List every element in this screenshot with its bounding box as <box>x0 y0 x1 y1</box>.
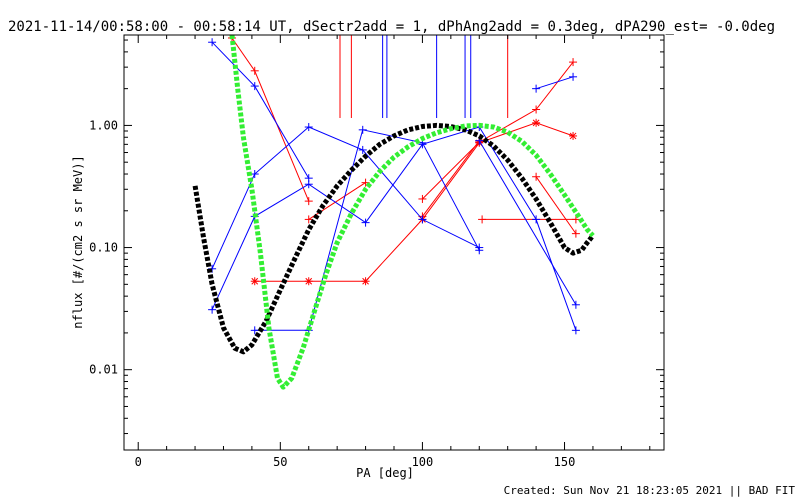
series-line <box>211 41 310 179</box>
y-axis-label: nflux [#/(cm2 s sr MeV)] <box>71 155 85 328</box>
series-line <box>254 129 480 331</box>
x-tick-label: 50 <box>273 455 287 469</box>
data-point-plus <box>569 72 578 81</box>
data-point-plus <box>250 82 259 91</box>
series-line <box>211 126 577 331</box>
data-point-plus <box>208 38 217 47</box>
x-tick-label: 0 <box>135 455 142 469</box>
data-point-plus <box>208 305 217 314</box>
series-line <box>422 61 574 200</box>
x-tick-label: 150 <box>554 455 576 469</box>
data-point-plus <box>358 145 367 154</box>
chart-title: 2021-11-14/00:58:00 - 00:58:14 UT, dSect… <box>8 19 775 35</box>
y-tick-label: 1.00 <box>89 118 118 132</box>
fit-curves <box>192 35 595 390</box>
x-tick-label: 100 <box>412 455 434 469</box>
data-point-plus <box>478 215 487 224</box>
data-point-plus <box>532 84 541 93</box>
data-point-plus <box>571 326 580 335</box>
data-point-plus <box>571 300 580 309</box>
data-point-plus <box>304 215 313 224</box>
axis-ticks: 0 50 100 150 0.01 0.10 1.00 <box>89 35 664 469</box>
data-point-plus <box>361 218 370 227</box>
y-tick-label: 0.10 <box>89 241 118 255</box>
data-point-star <box>361 277 370 286</box>
x-axis-label: PA [deg] <box>356 466 414 480</box>
data-point-plus <box>418 215 427 224</box>
series-line <box>535 76 574 90</box>
data-point-plus <box>304 197 313 206</box>
fit-curve <box>229 35 595 390</box>
data-point-plus <box>569 58 578 67</box>
data-point-plus <box>532 172 541 181</box>
data-point-plus <box>418 194 427 203</box>
series-line <box>422 140 480 217</box>
data-point-plus <box>250 170 259 179</box>
data-point-star <box>569 131 578 140</box>
series-line <box>211 126 480 270</box>
vertical-markers <box>339 35 509 119</box>
data-point-plus <box>571 229 580 238</box>
data-point-plus <box>358 125 367 134</box>
data-point-star <box>250 277 259 286</box>
y-tick-label: 0.01 <box>89 363 118 377</box>
data-point-star <box>532 118 541 127</box>
data-series <box>208 35 580 335</box>
fit-curve <box>192 122 595 355</box>
data-point-plus <box>304 180 313 189</box>
data-point-plus <box>532 215 541 224</box>
data-point-star <box>304 277 313 286</box>
series-line <box>308 182 366 220</box>
data-point-plus <box>250 66 259 75</box>
created-footer: Created: Sun Nov 21 18:23:05 2021 || BAD… <box>504 484 796 497</box>
data-point-plus <box>304 123 313 132</box>
data-point-plus <box>532 105 541 114</box>
series-line <box>535 176 577 234</box>
data-point-plus <box>571 215 580 224</box>
series-line <box>478 140 577 306</box>
data-point-plus <box>250 326 259 335</box>
data-point-plus <box>475 246 484 255</box>
